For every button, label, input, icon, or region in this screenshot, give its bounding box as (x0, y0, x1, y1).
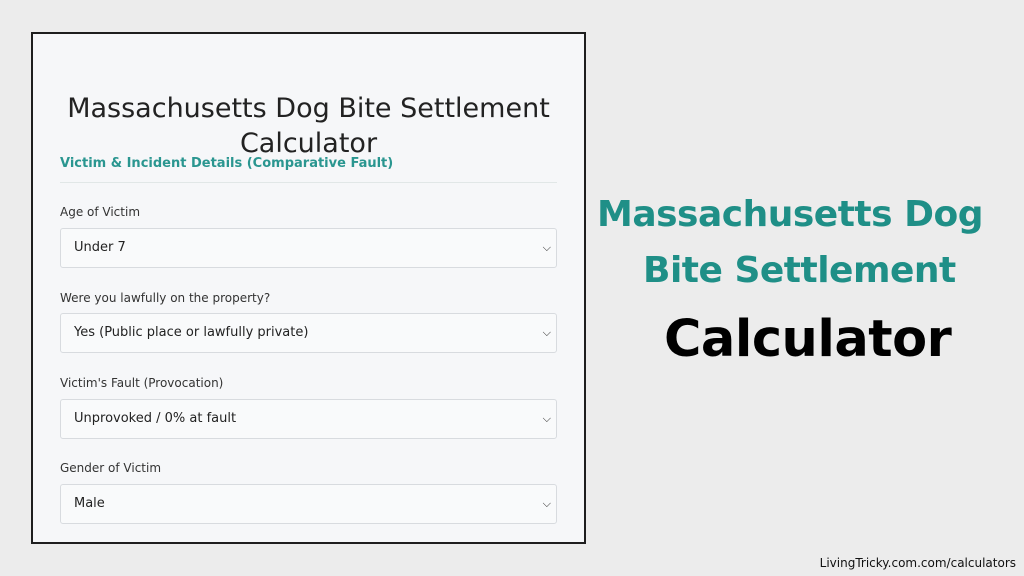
banner-line-3: Calculator (664, 310, 952, 369)
section-heading: Victim & Incident Details (Comparative F… (60, 156, 394, 171)
age-value: Under 7 (74, 240, 126, 255)
chevron-down-icon: ⌵ (542, 497, 551, 510)
gender-select[interactable]: Male ⌵ (60, 484, 557, 524)
age-label: Age of Victim (60, 205, 141, 219)
banner-line-2: Bite Settlement (643, 250, 956, 291)
chevron-down-icon: ⌵ (542, 241, 551, 254)
gender-value: Male (74, 496, 105, 511)
calculator-card: Massachusetts Dog Bite Settlement Calcul… (31, 32, 586, 544)
banner-line-1: Massachusetts Dog (597, 194, 983, 235)
calculator-title: Massachusetts Dog Bite Settlement Calcul… (33, 91, 584, 161)
fault-value: Unprovoked / 0% at fault (74, 411, 237, 426)
footer-url: LivingTricky.com.com/calculators (819, 556, 1016, 570)
lawful-value: Yes (Public place or lawfully private) (74, 325, 309, 340)
age-select[interactable]: Under 7 ⌵ (60, 228, 557, 268)
chevron-down-icon: ⌵ (542, 326, 551, 339)
lawful-select[interactable]: Yes (Public place or lawfully private) ⌵ (60, 313, 557, 353)
divider (60, 182, 557, 183)
title-line-2: Calculator (239, 128, 378, 159)
title-line-1: Massachusetts Dog Bite Settlement (67, 93, 550, 124)
lawful-label: Were you lawfully on the property? (60, 291, 271, 305)
fault-select[interactable]: Unprovoked / 0% at fault ⌵ (60, 399, 557, 439)
chevron-down-icon: ⌵ (542, 412, 551, 425)
fault-label: Victim's Fault (Provocation) (60, 376, 224, 390)
gender-label: Gender of Victim (60, 461, 162, 475)
